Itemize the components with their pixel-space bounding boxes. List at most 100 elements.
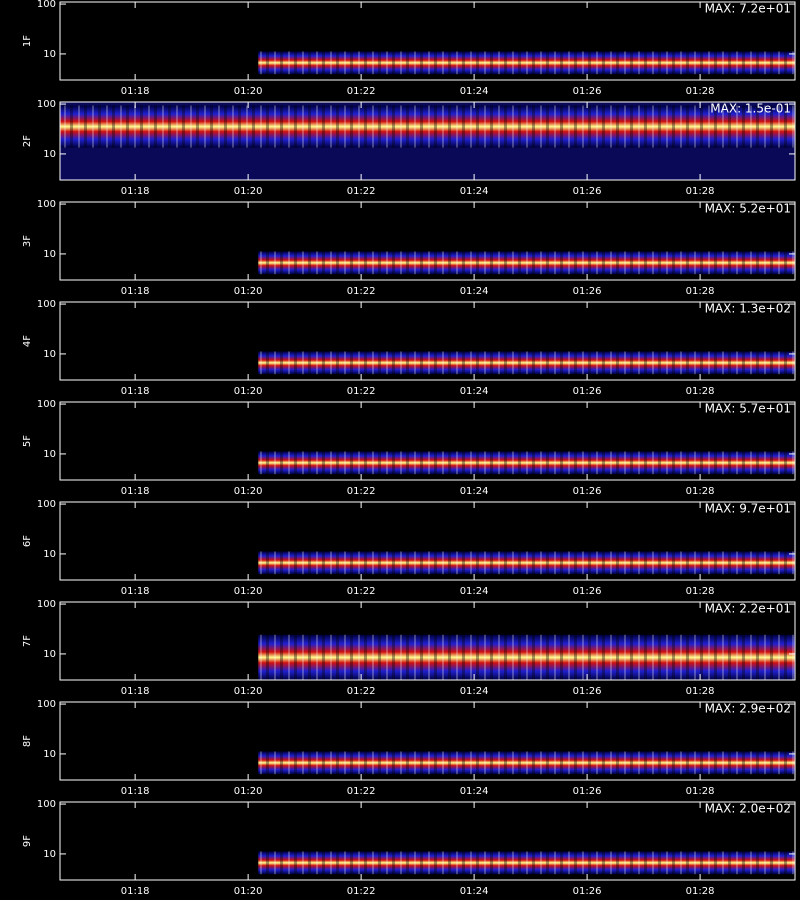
plot-frame (59, 701, 796, 781)
x-tick-label: 01:18 (121, 386, 150, 397)
x-tick-label: 01:18 (121, 586, 150, 597)
y-tick-label: 100 (37, 299, 56, 310)
x-tick-label: 01:28 (686, 286, 715, 297)
x-tick-label: 01:20 (234, 86, 263, 97)
x-tick-label: 01:22 (347, 886, 376, 897)
y-tick-label: 10 (43, 49, 56, 60)
plot-frame (59, 801, 796, 881)
max-label: MAX: 5.7e+01 (705, 402, 791, 416)
x-tick-label: 01:26 (573, 786, 602, 797)
x-tick-label: 01:22 (347, 86, 376, 97)
x-tick-label: 01:24 (460, 686, 489, 697)
max-label: MAX: 9.7e+01 (705, 502, 791, 516)
plot-frame (59, 601, 796, 681)
y-tick-label: 10 (43, 849, 56, 860)
max-label: MAX: 2.2e+01 (705, 602, 791, 616)
plot-frame (59, 301, 796, 381)
band-texture (258, 551, 795, 575)
y-tick-label: 10 (43, 649, 56, 660)
x-tick-label: 01:22 (347, 486, 376, 497)
x-tick-label: 01:28 (686, 386, 715, 397)
x-tick-label: 01:22 (347, 786, 376, 797)
x-tick-label: 01:26 (573, 386, 602, 397)
x-tick-label: 01:26 (573, 686, 602, 697)
band-texture (258, 751, 795, 775)
x-tick-label: 01:18 (121, 886, 150, 897)
band-texture (258, 851, 795, 875)
y-tick-label: 10 (43, 549, 56, 560)
band-texture (258, 634, 795, 680)
x-tick-label: 01:22 (347, 386, 376, 397)
band-texture (60, 105, 795, 148)
x-tick-label: 01:20 (234, 586, 263, 597)
x-tick-label: 01:18 (121, 486, 150, 497)
y-tick-label: 10 (43, 749, 56, 760)
max-label: MAX: 1.3e+02 (705, 302, 791, 316)
y-axis-label: 2F (22, 135, 33, 147)
y-axis-label: 4F (22, 335, 33, 347)
x-tick-label: 01:20 (234, 286, 263, 297)
x-tick-label: 01:22 (347, 586, 376, 597)
y-tick-label: 10 (43, 349, 56, 360)
max-label: MAX: 1.5e-01 (710, 102, 791, 116)
x-tick-label: 01:28 (686, 686, 715, 697)
max-label: MAX: 2.0e+02 (705, 802, 791, 816)
x-tick-label: 01:20 (234, 686, 263, 697)
band-texture (258, 451, 795, 475)
x-tick-label: 01:24 (460, 886, 489, 897)
band-texture (258, 251, 795, 275)
y-tick-label: 100 (37, 499, 56, 510)
x-tick-label: 01:28 (686, 586, 715, 597)
y-axis-label: 1F (22, 35, 33, 47)
x-tick-label: 01:18 (121, 686, 150, 697)
x-tick-label: 01:22 (347, 686, 376, 697)
x-tick-label: 01:24 (460, 186, 489, 197)
x-tick-label: 01:26 (573, 586, 602, 597)
y-tick-label: 100 (37, 799, 56, 810)
x-tick-label: 01:24 (460, 786, 489, 797)
x-tick-label: 01:20 (234, 786, 263, 797)
y-axis-label: 6F (22, 535, 33, 547)
max-label: MAX: 2.9e+02 (705, 702, 791, 716)
band-texture (258, 351, 795, 375)
x-tick-label: 01:22 (347, 286, 376, 297)
y-axis-label: 7F (22, 635, 33, 647)
plot-frame (59, 401, 796, 481)
plot-frame (59, 101, 796, 181)
max-label: MAX: 7.2e+01 (705, 2, 791, 16)
band-texture (258, 51, 795, 75)
y-tick-label: 100 (37, 599, 56, 610)
x-tick-label: 01:24 (460, 386, 489, 397)
max-label: MAX: 5.2e+01 (705, 202, 791, 216)
y-tick-label: 100 (37, 199, 56, 210)
x-tick-label: 01:26 (573, 286, 602, 297)
y-axis-label: 5F (22, 435, 33, 447)
x-tick-label: 01:20 (234, 186, 263, 197)
x-tick-label: 01:28 (686, 486, 715, 497)
plot-frame (59, 1, 796, 81)
y-axis-label: 3F (22, 235, 33, 247)
x-tick-label: 01:28 (686, 86, 715, 97)
y-tick-label: 100 (37, 699, 56, 710)
x-tick-label: 01:22 (347, 186, 376, 197)
x-tick-label: 01:18 (121, 786, 150, 797)
x-tick-label: 01:24 (460, 586, 489, 597)
y-axis-label: 9F (22, 835, 33, 847)
x-tick-label: 01:18 (121, 286, 150, 297)
y-axis-label: 8F (22, 735, 33, 747)
y-tick-label: 10 (43, 449, 56, 460)
x-tick-label: 01:24 (460, 286, 489, 297)
x-tick-label: 01:20 (234, 386, 263, 397)
x-tick-label: 01:24 (460, 86, 489, 97)
x-tick-label: 01:28 (686, 886, 715, 897)
y-tick-label: 10 (43, 149, 56, 160)
y-tick-label: 100 (37, 399, 56, 410)
x-tick-label: 01:24 (460, 486, 489, 497)
x-tick-label: 01:28 (686, 786, 715, 797)
x-tick-label: 01:26 (573, 886, 602, 897)
y-tick-label: 100 (37, 0, 56, 10)
x-tick-label: 01:20 (234, 486, 263, 497)
x-tick-label: 01:26 (573, 186, 602, 197)
x-tick-label: 01:26 (573, 486, 602, 497)
